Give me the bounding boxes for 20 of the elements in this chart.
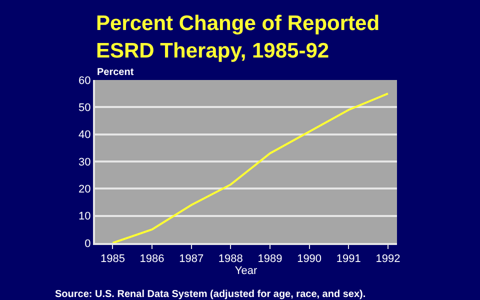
x-tick-label: 1989 [258, 253, 282, 266]
y-tick-label: 10 [78, 210, 91, 223]
chart-title: Percent Change of Reported ESRD Therapy, 1985-92 [96, 12, 380, 62]
x-tick-label: 1990 [297, 253, 322, 266]
y-tick-label: 30 [78, 156, 91, 168]
y-tick-label: 60 [78, 74, 91, 87]
x-tick-label: 1988 [218, 253, 243, 266]
x-tick-label: 1986 [140, 253, 164, 266]
y-tick-label: 20 [78, 184, 91, 196]
x-tick-label: 1991 [336, 253, 361, 266]
y-tick-label: 50 [78, 102, 91, 114]
x-axis-title: Year [234, 265, 258, 278]
y-tick-label: 0 [84, 238, 91, 250]
y-tick-label: 40 [78, 129, 91, 142]
x-tick-label: 1985 [100, 253, 125, 266]
x-tick-label: 1987 [179, 253, 204, 266]
source-note: Source: U.S. Renal Data System (adjusted for age, race, and sex). [55, 289, 366, 300]
x-tick-label: 1992 [376, 253, 400, 266]
y-axis-title: Percent [97, 67, 134, 78]
line-series [112, 92, 389, 243]
